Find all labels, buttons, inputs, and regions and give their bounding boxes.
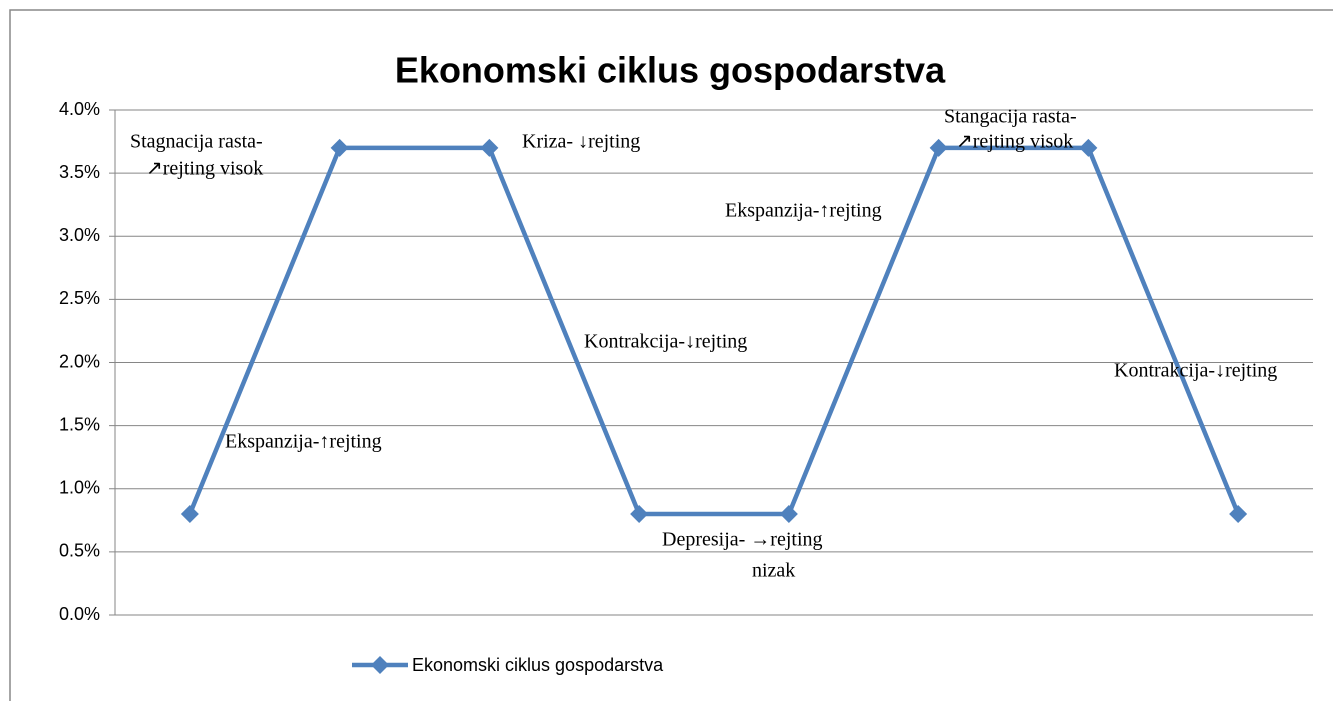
series-line — [187, 145, 1241, 517]
annotation: Ekspanzija-↑rejting — [725, 200, 882, 222]
point-marker — [330, 138, 349, 157]
y-tick-label: 4.0% — [59, 99, 100, 119]
y-tick-label: 1.5% — [59, 414, 100, 434]
point-marker — [1079, 138, 1098, 157]
annotation: Ekspanzija-↑rejting — [225, 431, 382, 453]
y-tick-label: 2.0% — [59, 351, 100, 371]
annotation: Depresija- →rejting — [662, 529, 823, 551]
point-marker — [929, 138, 948, 157]
annotation: Kriza- ↓rejting — [522, 131, 640, 153]
chart-title: Ekonomski ciklus gospodarstva — [395, 50, 946, 91]
legend-label: Ekonomski ciklus gospodarstva — [412, 655, 664, 675]
annotation: Stangacija rasta- — [944, 106, 1077, 128]
y-tick-label: 3.0% — [59, 225, 100, 245]
y-tick-label: 2.5% — [59, 288, 100, 308]
y-tick-label: 0.5% — [59, 541, 100, 561]
point-marker — [480, 138, 499, 157]
annotation: nizak — [752, 560, 795, 582]
chart-frame — [9, 9, 1333, 701]
annotation: ↗rejting visok — [146, 158, 263, 180]
point-marker — [1229, 505, 1248, 523]
point-marker — [779, 505, 798, 523]
annotation: ↗rejting visok — [956, 131, 1073, 153]
annotation: Stagnacija rasta- — [130, 131, 263, 153]
y-tick-label: 3.5% — [59, 162, 100, 182]
y-tick-label: 1.0% — [59, 478, 100, 498]
point-marker — [180, 505, 199, 523]
point-marker — [630, 505, 649, 523]
legend-marker — [371, 656, 389, 674]
y-tick-label: 0.0% — [59, 604, 100, 624]
annotation: Kontrakcija-↓rejting — [584, 331, 747, 353]
annotation: Kontrakcija-↓rejting — [1114, 360, 1277, 382]
